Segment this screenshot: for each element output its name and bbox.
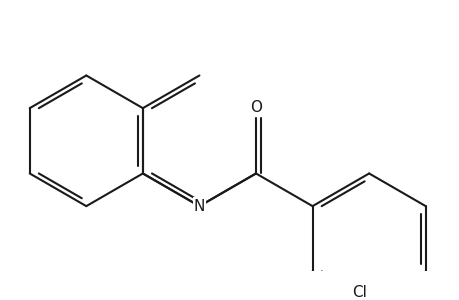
Text: N: N bbox=[193, 199, 205, 214]
Text: O: O bbox=[249, 100, 262, 115]
Text: Cl: Cl bbox=[351, 285, 366, 300]
